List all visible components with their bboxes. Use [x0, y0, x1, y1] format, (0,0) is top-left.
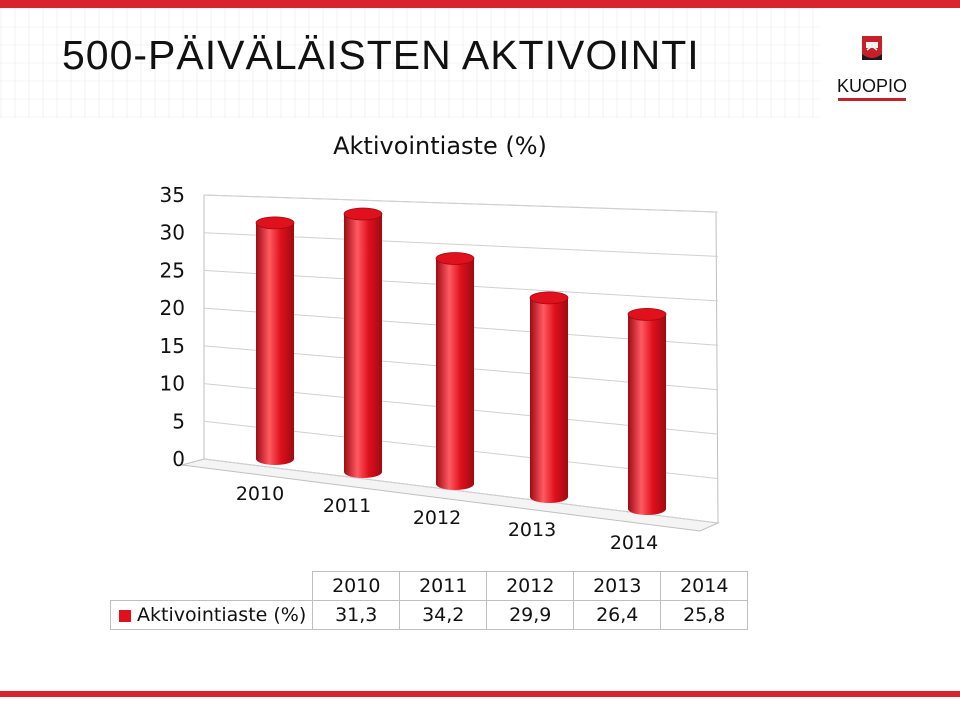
y-tick-label: 15 [160, 334, 185, 358]
data-table-year: 2012 [486, 571, 575, 601]
y-axis: 0 5 10 15 20 25 30 35 [160, 183, 185, 471]
bar [529, 291, 569, 503]
data-table-value: 25,8 [660, 600, 749, 630]
bar-series [255, 207, 667, 515]
y-tick-label: 0 [172, 447, 185, 471]
data-table-year: 2014 [660, 571, 749, 601]
kuopio-logo-icon [838, 36, 906, 101]
data-table-header-row: 2010 2011 2012 2013 2014 [111, 571, 749, 601]
data-table-value: 29,9 [486, 600, 575, 630]
data-table-value: 26,4 [573, 600, 662, 630]
x-tick-label: 2013 [508, 519, 556, 541]
data-table-value-row: Aktivointiaste (%) 31,3 34,2 29,9 26,4 2… [109, 600, 749, 630]
top-accent-bar [0, 0, 960, 8]
y-tick-label: 10 [160, 372, 185, 396]
data-table-value: 34,2 [399, 600, 488, 630]
x-tick-label: 2012 [413, 507, 461, 529]
page-title: 500-PÄIVÄLÄISTEN AKTIVOINTI [62, 32, 700, 78]
x-axis: 2010 2011 2012 2013 2014 [236, 483, 658, 554]
x-tick-label: 2011 [323, 495, 371, 517]
data-table: 2010 2011 2012 2013 2014 Aktivointiaste … [109, 571, 749, 630]
legend-key-icon [119, 609, 131, 622]
y-tick-label: 35 [160, 183, 185, 207]
bar [255, 216, 295, 465]
series-name: Aktivointiaste (%) [137, 604, 307, 626]
bottom-accent-bar [0, 691, 960, 697]
bar [343, 207, 383, 478]
y-tick-label: 25 [160, 258, 185, 282]
chart-title: Aktivointiaste (%) [333, 132, 547, 160]
logo-text: KUOPIO [836, 76, 907, 96]
gridline [203, 194, 719, 213]
x-tick-label: 2010 [236, 483, 284, 505]
y-tick-label: 5 [172, 409, 185, 433]
header-background-pattern [0, 8, 820, 118]
data-table-year: 2010 [312, 571, 401, 601]
bar [627, 307, 667, 515]
y-tick-label: 30 [160, 221, 185, 245]
data-table-value: 31,3 [312, 600, 401, 630]
data-table-year: 2011 [399, 571, 488, 601]
y-tick-label: 20 [160, 296, 185, 320]
data-table-series-label: Aktivointiaste (%) [109, 600, 314, 630]
bar [435, 252, 475, 490]
data-table-year: 2013 [573, 571, 662, 601]
x-tick-label: 2014 [610, 532, 658, 554]
